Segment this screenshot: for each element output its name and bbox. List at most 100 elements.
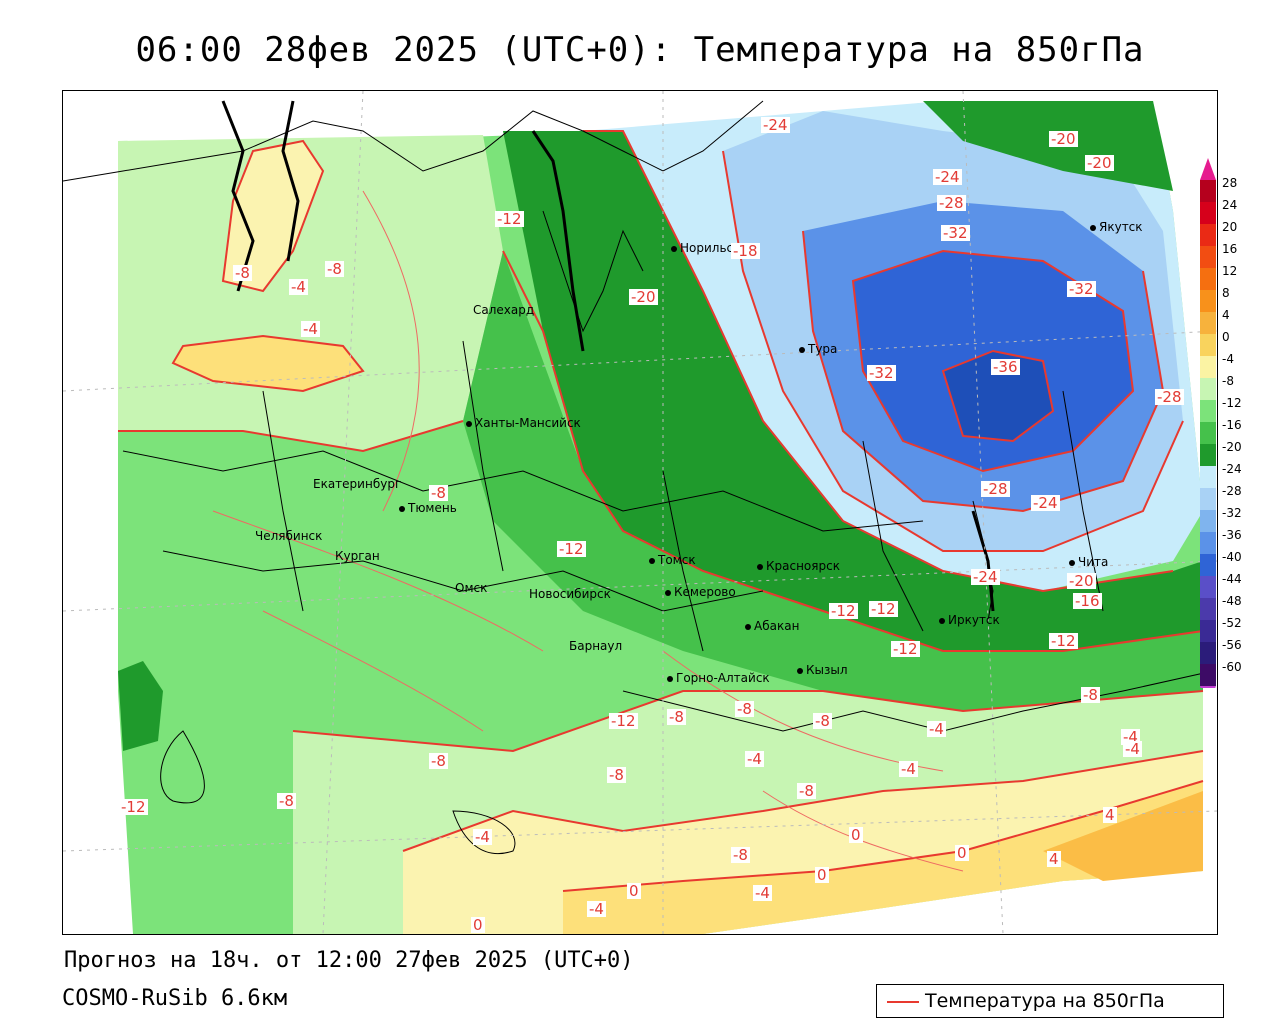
city-marker [466,420,472,427]
city-omsk: Омск [455,581,488,595]
isoline-label: -8 [429,752,448,770]
city-barnaul: Барнаул [569,639,623,653]
isoline-label: -28 [1155,388,1184,406]
city-marker [745,623,751,630]
city-marker [649,557,655,564]
city-kurgan: Курган [335,549,380,563]
colorbar-swatch [1200,246,1216,268]
isoline-label: -8 [797,782,816,800]
isoline-label: -32 [867,364,896,382]
temperature-map[interactable]: Норильск Якутск Салехард Тура Ханты-Манс… [62,90,1218,935]
colorbar-swatch [1200,466,1216,488]
colorbar-tick-label: 16 [1222,242,1238,256]
city-abakan: Абакан [745,619,799,633]
isoline-label: -4 [289,278,308,296]
colorbar-tick-label: 20 [1222,220,1238,234]
colorbar-swatch [1200,312,1216,334]
isoline-label: -16 [1073,592,1102,610]
colorbar-swatch [1200,400,1216,422]
forecast-info: Прогноз на 18ч. от 12:00 27фев 2025 (UTC… [64,948,634,973]
colorbar-tick-label: -40 [1222,550,1242,564]
isoline-label: -36 [991,358,1020,376]
zone-pale-yellow-2 [173,336,363,391]
colorbar-tick-label: 4 [1222,308,1230,322]
city-chita: Чита [1069,555,1108,569]
colorbar-tick-label: -28 [1222,484,1242,498]
isoline-label: -20 [1067,572,1096,590]
isoline-label: -4 [587,900,606,918]
colorbar-tick-label: -20 [1222,440,1242,454]
isoline-label: -8 [277,792,296,810]
city-tura: Тура [799,342,837,356]
colorbar-tick-label: -12 [1222,396,1242,410]
isoline-label: -24 [1031,494,1060,512]
isoline-label: -12 [869,600,898,618]
colorbar-swatch [1200,488,1216,510]
isoline-label: -8 [429,484,448,502]
city-norilsk: Норильск [671,241,740,255]
isoline-label: -4 [927,720,946,738]
city-khanty-mansiysk: Ханты-Мансийск [466,416,581,430]
colorbar-tick-label: 12 [1222,264,1238,278]
isoline-label: 0 [471,916,485,934]
isoline-label: -12 [829,602,858,620]
zone-green-band [463,251,1203,711]
colorbar-tick-label: 28 [1222,176,1238,190]
zone-south-deep-orange [1043,791,1203,881]
city-marker [399,505,405,512]
zone-dark-green-band [503,131,1203,651]
isoline-label: -12 [495,210,524,228]
colorbar-bottom-arrow [1200,686,1216,708]
isoline-label: -8 [607,766,626,784]
city-gorno-altaysk: Горно-Алтайск [667,671,770,685]
colorbar-swatch [1200,334,1216,356]
isoline-label: -4 [753,884,772,902]
colorbar-tick-label: -24 [1222,462,1242,476]
isoline-label: -8 [667,708,686,726]
colorbar-swatch [1200,532,1216,554]
colorbar-tick-label: -32 [1222,506,1242,520]
city-marker [1069,559,1075,566]
isoline-label: -12 [609,712,638,730]
isoline-label: -18 [731,242,760,260]
city-marker [757,563,763,570]
city-krasnoyarsk: Красноярск [757,559,840,573]
colorbar-swatch [1200,510,1216,532]
colorbar-swatch [1200,378,1216,400]
city-marker [667,675,673,682]
isoline-label: -12 [891,640,920,658]
map-canvas [63,91,1217,934]
colorbar-swatch [1200,642,1216,664]
colorbar-swatch [1200,664,1216,686]
colorbar-tick-label: 8 [1222,286,1230,300]
city-tyumen: Тюмень [399,501,457,515]
city-irkutsk: Иркутск [939,613,1000,627]
isoline-label: -4 [473,828,492,846]
isoline-label: -8 [233,264,252,282]
city-yekaterinburg: Екатеринбург [313,477,402,491]
city-marker [797,667,803,674]
city-novosibirsk: Новосибирск [529,587,611,601]
colorbar-swatch [1200,598,1216,620]
isoline-label: -12 [119,798,148,816]
colorbar-tick-label: -44 [1222,572,1242,586]
isoline-label: 0 [627,882,641,900]
city-marker [1090,224,1096,231]
isoline-label: -28 [937,194,966,212]
colorbar-swatch [1200,180,1216,202]
isoline-label: -24 [971,568,1000,586]
colorbar-tick-label: -4 [1222,352,1234,366]
colorbar-tick-label: -8 [1222,374,1234,388]
isoline-label: 0 [815,866,829,884]
colorbar-swatch [1200,290,1216,312]
city-kemerovo: Кемерово [665,585,736,599]
city-salekhard: Салехард [473,303,535,317]
city-marker [939,617,945,624]
zone-core [943,351,1053,441]
colorbar-swatch [1200,620,1216,642]
city-chelyabinsk: Челябинск [255,529,323,543]
colorbar-top-arrow [1200,158,1216,180]
colorbar [1200,158,1280,708]
isoline-label: -8 [813,712,832,730]
colorbar-swatch [1200,268,1216,290]
